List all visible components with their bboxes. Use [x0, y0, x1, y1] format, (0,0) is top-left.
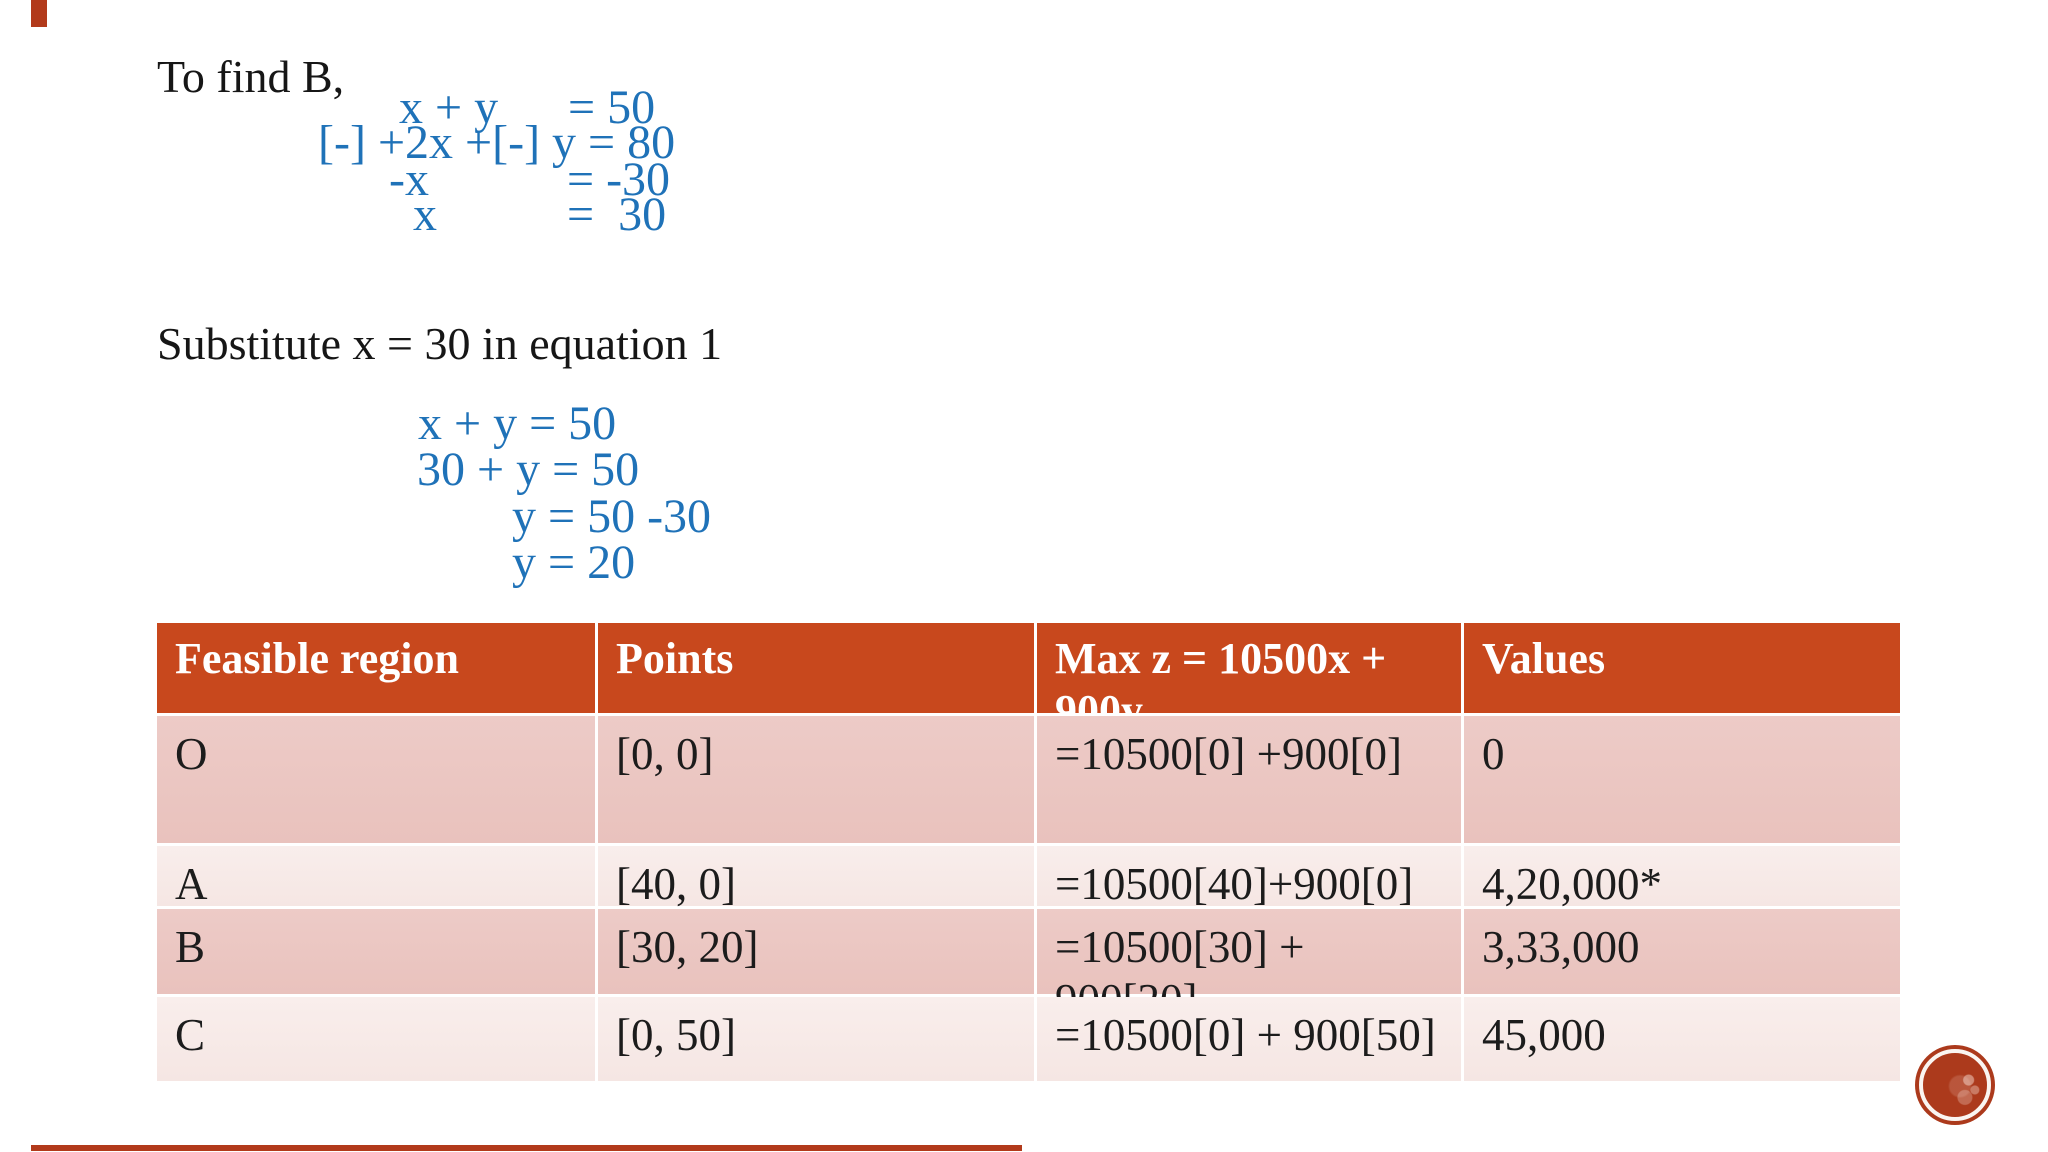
- table-cell-value: 4,20,000*: [1464, 846, 1900, 909]
- table-cell-point: [0, 50]: [598, 997, 1034, 1081]
- stamp-circle-decoration: [1915, 1045, 1995, 1125]
- table-cell-value: 45,000: [1464, 997, 1900, 1081]
- table-cell-formula: =10500[0] +900[0]: [1037, 716, 1461, 843]
- stamp-texture: [1924, 1054, 1986, 1116]
- equation-2-line-1: x + y = 50: [418, 397, 617, 450]
- table-header-points: Points: [598, 623, 1034, 713]
- equation-1-line-3-rhs: = -30: [567, 153, 671, 206]
- equation-1-line-4-rhs: = 30: [567, 188, 667, 241]
- substitute-text: Substitute x = 30 in equation 1: [157, 318, 723, 369]
- table-cell-region: O: [157, 716, 595, 843]
- table-cell-value: 3,33,000: [1464, 909, 1900, 994]
- table-cell-formula: =10500[0] + 900[50]: [1037, 997, 1461, 1081]
- table-cell-formula: =10500[30] + 900[20]: [1037, 909, 1461, 1025]
- equation-1-line-4-lhs: x: [413, 188, 437, 241]
- equation-2-line-2: 30 + y = 50: [417, 443, 640, 496]
- table-header-values: Values: [1464, 623, 1900, 713]
- page-title: To find B,: [157, 51, 345, 102]
- feasible-region-table: Feasible region Points Max z = 10500x + …: [157, 623, 1900, 1081]
- equation-1-line-2: [-] +2x +[-] y = 80: [318, 116, 676, 169]
- table-cell-point: [40, 0]: [598, 846, 1034, 909]
- table-cell-formula: =10500[40]+900[0]: [1037, 846, 1461, 909]
- table-cell-point: [0, 0]: [598, 716, 1034, 843]
- table-cell-region: A: [157, 846, 595, 909]
- table-cell-value: 0: [1464, 716, 1900, 843]
- table-header-max-z: Max z = 10500x + 900y: [1037, 623, 1461, 735]
- table-cell-region: C: [157, 997, 595, 1081]
- equation-1-line-1-lhs: x + y: [399, 81, 499, 134]
- equation-2-line-4: y = 20: [512, 536, 636, 589]
- equation-2-line-3: y = 50 -30: [512, 490, 712, 543]
- top-left-accent-bar: [31, 0, 47, 27]
- table-cell-point: [30, 20]: [598, 909, 1034, 994]
- table-cell-region: B: [157, 909, 595, 994]
- stamp-ring: [1919, 1049, 1991, 1121]
- equation-1-line-1-rhs: = 50: [568, 81, 656, 134]
- equation-1-line-3-lhs: -x: [389, 153, 429, 206]
- table-header-feasible-region: Feasible region: [157, 623, 595, 713]
- bottom-accent-bar: [31, 1145, 1022, 1151]
